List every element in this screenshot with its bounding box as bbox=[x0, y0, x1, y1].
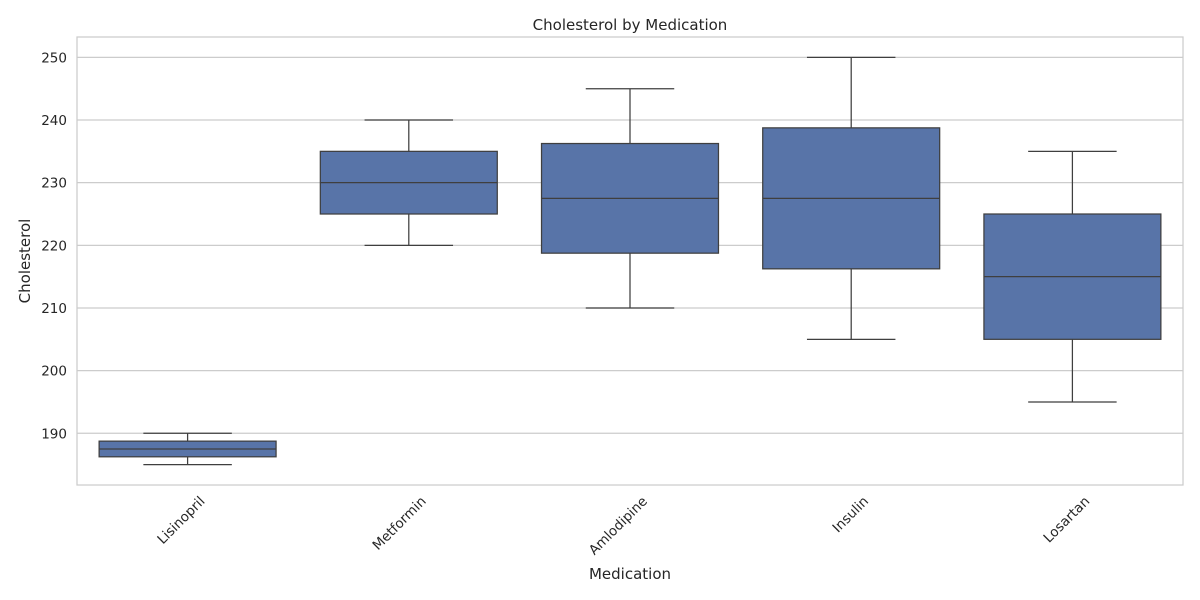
y-tick-label: 220 bbox=[41, 238, 67, 254]
y-tick-label: 200 bbox=[41, 364, 67, 380]
boxes bbox=[98, 56, 1162, 466]
x-tick-label: Lisinopril bbox=[154, 494, 208, 548]
x-tick-label: Amlodipine bbox=[586, 494, 651, 559]
x-axis-label: Medication bbox=[589, 565, 671, 583]
chart-title: Cholesterol by Medication bbox=[533, 16, 728, 34]
y-tick-label: 250 bbox=[41, 50, 67, 66]
y-ticks: 190 200 210 220 230 240 250 bbox=[41, 50, 67, 442]
y-tick-label: 190 bbox=[41, 426, 67, 442]
x-tick-label: Losartan bbox=[1041, 494, 1094, 547]
plot-frame bbox=[76, 36, 1184, 486]
box-group bbox=[540, 88, 720, 309]
box-group bbox=[762, 56, 941, 340]
y-tick-label: 240 bbox=[41, 113, 67, 129]
box-group bbox=[98, 432, 277, 466]
x-tick-label: Insulin bbox=[829, 494, 872, 537]
x-tick-label: Metformin bbox=[370, 494, 430, 554]
y-axis-label: Cholesterol bbox=[16, 219, 34, 304]
box-group bbox=[983, 150, 1162, 403]
y-tick-label: 230 bbox=[41, 176, 67, 192]
x-ticks: Lisinopril Metformin Amlodipine Insulin Losa… bbox=[154, 494, 1093, 559]
box-group bbox=[319, 119, 498, 246]
y-tick-label: 210 bbox=[41, 301, 67, 317]
